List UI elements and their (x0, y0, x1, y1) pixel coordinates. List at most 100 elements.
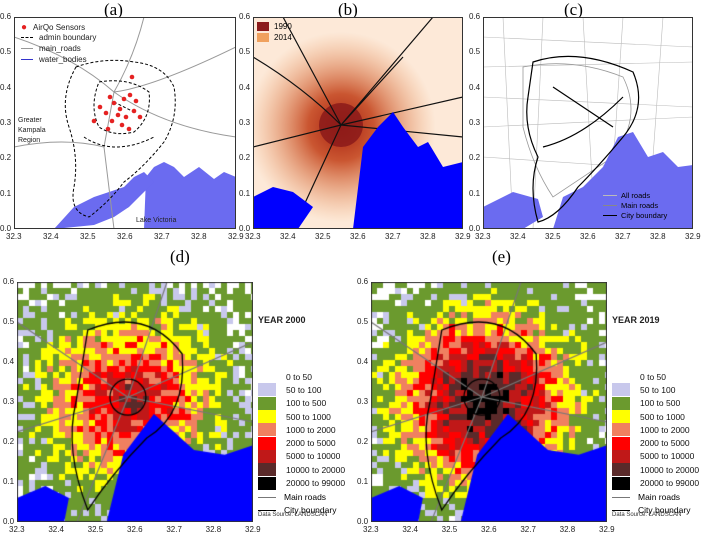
legend-label: 50 to 100 (640, 384, 676, 395)
top-x-tick: 32.5 (545, 232, 561, 241)
map-panel-d: YEAR 2000 Data Source: LANDSCAN (17, 282, 332, 522)
panel-e-letter: (e) (492, 247, 511, 266)
top-x-tick: 32.9 (228, 232, 244, 241)
bottom-x-tick: 32.8 (205, 525, 222, 534)
legend-label: 5000 to 10000 (286, 451, 341, 462)
population-legend-item: 5000 to 10000 (258, 449, 345, 463)
top-y-tick: 0.3 (469, 118, 481, 127)
top-x-tick: 32.3 (245, 232, 261, 241)
legend-swatch (258, 410, 276, 424)
bottom-y-tick: 0.3 (357, 397, 369, 406)
legend-roads: main_roads (39, 44, 81, 53)
map-c-legend: All roads Main roads City boundary (603, 191, 667, 220)
population-legend-item: 50 to 100 (612, 383, 699, 397)
population-legend-item: 0 to 50 (258, 370, 345, 384)
legend-label: 1000 to 2000 (640, 424, 690, 435)
top-y-tick: 0.1 (239, 188, 251, 198)
map-b-graphics (253, 17, 463, 229)
bottom-x-tick: 32.9 (599, 525, 615, 534)
legend-label: 1000 to 2000 (286, 424, 336, 435)
legend-swatch (258, 423, 276, 437)
bottom-y-tick: 0.3 (3, 397, 15, 406)
bottom-y-tick: 0.6 (3, 277, 15, 286)
bottom-x-tick: 32.5 (441, 525, 458, 534)
population-legend-item: 1000 to 2000 (612, 423, 699, 437)
lake-label: Lake Victoria (136, 217, 177, 224)
legend-swatch (258, 396, 276, 410)
top-y-tick: 0.4 (469, 82, 481, 92)
bottom-y-tick: 0.5 (357, 317, 369, 326)
legend-city-boundary-e: City boundary (638, 505, 691, 515)
bottom-x-tick: 32.7 (520, 525, 536, 534)
legend-swatch (258, 383, 276, 397)
top-x-tick: 32.8 (650, 232, 666, 241)
legend-swatch (258, 436, 276, 450)
top-y-tick: 0.1 (469, 188, 481, 198)
top-x-tick: 32.4 (510, 232, 526, 241)
legend-swatch (612, 476, 630, 490)
map-a-legend: ● AirQo Sensors admin boundary main_roads… (21, 22, 97, 64)
bottom-y-tick: 0.0 (357, 517, 369, 526)
legend-sensors: AirQo Sensors (33, 23, 86, 32)
top-y-tick: 0.2 (239, 153, 251, 163)
legend-all-roads: All roads (621, 191, 651, 200)
legend-main-roads-c: Main roads (621, 201, 659, 210)
bottom-x-tick: 32.9 (245, 525, 261, 534)
top-y-tick: 0.3 (0, 118, 12, 127)
region-label-2: Kampala (18, 127, 46, 134)
population-legend-item: 5000 to 10000 (612, 449, 699, 463)
bottom-x-tick: 32.8 (559, 525, 576, 534)
legend-admin: admin boundary (39, 33, 97, 42)
map-c-graphics (483, 17, 693, 229)
map-e-source: Data Source: LANDSCAN (612, 512, 682, 518)
population-legend-item: 2000 to 5000 (258, 436, 345, 450)
top-y-tick: 0.2 (469, 153, 481, 163)
top-y-tick: 0.6 (239, 12, 251, 21)
top-x-tick: 32.5 (80, 232, 96, 241)
map-a-graphics (14, 17, 236, 229)
legend-swatch (258, 449, 276, 463)
legend-city-boundary-c: City boundary (621, 211, 668, 220)
map-b-legend: 1990 2014 (257, 22, 292, 42)
population-legend-item: 500 to 1000 (612, 410, 699, 424)
map-panel-c: All roads Main roads City boundary (483, 17, 693, 229)
legend-label: 100 to 500 (286, 398, 327, 409)
legend-swatch (258, 476, 276, 490)
population-legend-item: 1000 to 2000 (258, 423, 345, 437)
region-label-1: Greater (18, 117, 42, 124)
bottom-y-tick: 0.4 (357, 357, 369, 366)
map-d-year: YEAR 2000 (258, 315, 306, 325)
bottom-x-tick: 32.6 (481, 525, 497, 534)
map-e-density-grid (371, 282, 607, 522)
top-y-tick: 0.6 (0, 12, 12, 21)
top-x-tick: 32.6 (117, 232, 133, 241)
legend-1990: 1990 (274, 22, 292, 31)
region-label-3: Region (18, 137, 41, 144)
bottom-y-tick: 0.2 (357, 437, 369, 446)
population-legend-item: 0 to 50 (612, 370, 699, 384)
bottom-x-tick: 32.5 (87, 525, 104, 534)
top-x-tick: 32.7 (615, 232, 631, 241)
legend-swatch (612, 410, 630, 424)
top-x-tick: 32.3 (6, 232, 22, 241)
map-e-year: YEAR 2019 (612, 315, 660, 325)
population-legend-d: 0 to 50 50 to 100 100 to 500 500 to 1000 100… (258, 370, 345, 490)
legend-swatch (612, 370, 630, 384)
legend-swatch (612, 449, 630, 463)
bottom-y-tick: 0.2 (3, 437, 15, 446)
bottom-x-tick: 32.6 (127, 525, 143, 534)
bottom-y-tick: 0.4 (3, 357, 15, 366)
top-y-tick: 0.0 (0, 224, 12, 233)
bottom-y-tick: 0.1 (3, 477, 15, 486)
legend-swatch (612, 423, 630, 437)
bottom-x-tick: 32.4 (48, 525, 64, 534)
legend-water: water_bodies (39, 55, 87, 64)
map-panel-a: ● AirQo Sensors admin boundary main_roads… (14, 17, 236, 229)
top-y-tick: 0.5 (239, 47, 251, 57)
top-y-tick: 0.5 (0, 47, 12, 57)
legend-swatch (612, 463, 630, 477)
top-x-tick: 32.9 (455, 232, 471, 241)
legend-swatch (258, 463, 276, 477)
map-panel-e: YEAR 2019 Data Source: LANDSCAN (371, 282, 686, 522)
top-y-tick: 0.2 (0, 153, 12, 163)
